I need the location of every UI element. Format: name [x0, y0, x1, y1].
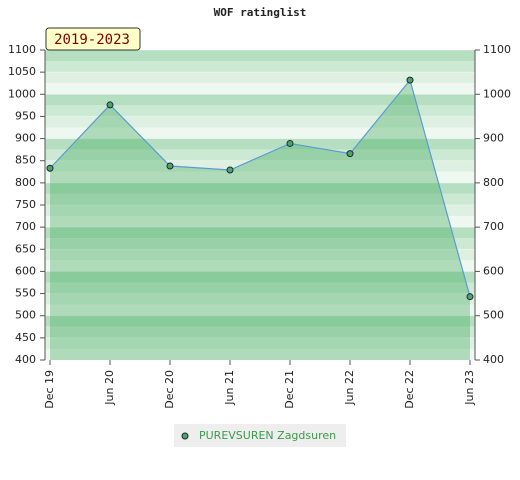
point — [406, 76, 414, 84]
y2-tick-label: 700 — [483, 220, 504, 233]
point — [346, 150, 354, 158]
x-tick-label: Dec 19 — [43, 370, 56, 409]
legend-marker — [181, 432, 189, 440]
y-tick-label: 800 — [15, 176, 36, 189]
x-tick-label: Jun 23 — [463, 370, 476, 406]
point — [106, 101, 114, 109]
background-stripe — [45, 50, 475, 62]
y2-tick-label: 900 — [483, 132, 504, 145]
line — [49, 78, 471, 297]
background-stripe — [45, 260, 475, 272]
background-stripe — [45, 326, 475, 338]
annotation-box — [45, 27, 141, 51]
y2-tick-label: 1000 — [483, 87, 511, 100]
x-tick-label: Dec 22 — [403, 370, 416, 409]
background-stripe — [45, 304, 475, 316]
point — [466, 293, 474, 301]
background-stripe — [45, 271, 475, 283]
background-stripe — [45, 105, 475, 117]
point — [286, 139, 294, 147]
area — [50, 80, 470, 360]
background-stripe — [45, 282, 475, 294]
y2-tick-label: 500 — [483, 309, 504, 322]
x-tick-label: Jun 20 — [103, 370, 116, 406]
background-stripe — [45, 216, 475, 228]
plot-area — [45, 49, 475, 361]
x-tick-label: Jun 22 — [343, 370, 356, 406]
y2-tick-label: 600 — [483, 264, 504, 277]
chart-title: WOF ratinglist — [214, 6, 307, 19]
background-stripe — [45, 160, 475, 172]
background-stripe — [45, 205, 475, 217]
background-stripe — [45, 238, 475, 250]
y-tick-label: 850 — [15, 154, 36, 167]
background-stripe — [45, 249, 475, 261]
legend — [174, 424, 346, 447]
y-tick-label: 400 — [15, 353, 36, 366]
y-tick-label: 650 — [15, 242, 36, 255]
background-stripe — [45, 315, 475, 327]
y-tick-label: 900 — [15, 132, 36, 145]
background-stripe — [45, 116, 475, 128]
y-tick-label: 950 — [15, 109, 36, 122]
background-stripe — [45, 138, 475, 150]
y-tick-label: 500 — [15, 309, 36, 322]
y-tick-label: 600 — [15, 264, 36, 277]
y-tick-label: 450 — [15, 331, 36, 344]
point — [46, 164, 54, 172]
y-tick-label: 750 — [15, 198, 36, 211]
background-stripe — [45, 61, 475, 73]
x-tick-label: Dec 21 — [283, 370, 296, 409]
background-stripe — [45, 83, 475, 95]
background-stripe — [45, 227, 475, 239]
y-tick-label: 1050 — [8, 65, 36, 78]
background-stripe — [45, 182, 475, 194]
legend-label: PUREVSUREN Zagdsuren — [199, 429, 336, 442]
annotation: 2019-2023 — [54, 32, 130, 48]
y2-tick-label: 800 — [483, 176, 504, 189]
x-tick-label: Dec 20 — [163, 370, 176, 409]
background-stripe — [45, 348, 475, 360]
background-stripe — [45, 149, 475, 161]
background-stripe — [45, 193, 475, 205]
y-tick-label: 550 — [15, 287, 36, 300]
y2-tick-label: 400 — [483, 353, 504, 366]
y-tick-label: 700 — [15, 220, 36, 233]
x-tick-label: Jun 21 — [223, 370, 236, 406]
background-stripe — [45, 293, 475, 305]
y2-tick-label: 1100 — [483, 43, 511, 56]
y-tick-label: 1000 — [8, 87, 36, 100]
background-stripe — [45, 337, 475, 349]
y-tick-label: 1100 — [8, 43, 36, 56]
background-stripe — [45, 72, 475, 84]
point — [166, 162, 174, 170]
background-stripe — [45, 94, 475, 106]
background-stripe — [45, 127, 475, 139]
background-stripe — [45, 171, 475, 183]
point — [226, 166, 234, 174]
